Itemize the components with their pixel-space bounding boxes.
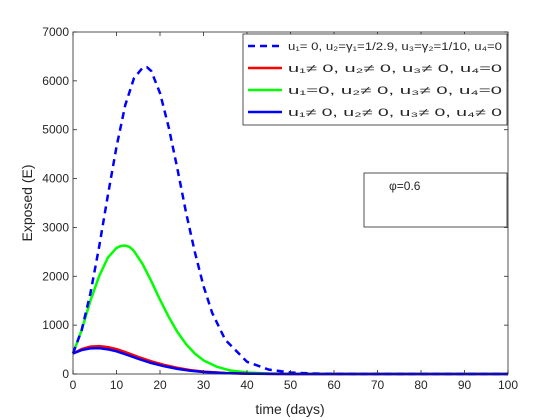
y-tick-label: 6000 (42, 74, 69, 88)
legend-label-2: u₁≠ 0, u₂≠ 0, u₃≠ 0, u₄=0 (288, 63, 502, 75)
x-tick-label: 0 (70, 378, 77, 392)
annotation: φ=0.6 (363, 172, 508, 228)
x-tick-label: 90 (458, 378, 472, 392)
x-tick-label: 10 (110, 378, 124, 392)
annotation-text: φ=0.6 (389, 179, 421, 193)
x-axis-label: time (days) (255, 401, 324, 417)
y-tick-label: 7000 (42, 25, 69, 39)
x-tick-label: 40 (240, 378, 254, 392)
x-tick-label: 100 (498, 378, 518, 392)
legend: u₁= 0, u₂=γ₁=1/2.9, u₃=γ₂=1/10, u₄=0 u₁≠ … (242, 33, 508, 126)
y-tick-label: 0 (62, 367, 69, 381)
x-tick-label: 30 (197, 378, 211, 392)
legend-label-4: u₁≠ 0, u₂≠ 0, u₃≠ 0, u₄≠ 0 (288, 107, 502, 119)
x-tick-label: 20 (153, 378, 167, 392)
x-tick-label: 70 (371, 378, 385, 392)
y-axis-label: Exposed (E) (19, 164, 35, 241)
x-tick-label: 50 (284, 378, 298, 392)
y-tick-label: 5000 (42, 123, 69, 137)
annotation-box (363, 172, 508, 228)
legend-box (242, 33, 508, 126)
plot-frame (72, 31, 509, 375)
x-tick-label: 60 (327, 378, 341, 392)
legend-label-1: u₁= 0, u₂=γ₁=1/2.9, u₃=γ₂=1/10, u₄=0 (288, 41, 502, 53)
legend-items: u₁= 0, u₂=γ₁=1/2.9, u₃=γ₂=1/10, u₄=0 u₁≠ … (248, 41, 502, 119)
y-tick-label: 2000 (42, 269, 69, 283)
y-tick-label: 3000 (42, 220, 69, 234)
x-tick-label: 80 (414, 378, 428, 392)
ticks-layer: 0 10 20 30 40 50 60 70 80 90 100010002000300040005… (42, 25, 518, 392)
y-tick-label: 4000 (42, 172, 69, 186)
y-tick-label: 1000 (42, 318, 69, 332)
legend-label-3: u₁=0, u₂≠ 0, u₃≠ 0, u₄=0 (288, 85, 502, 97)
